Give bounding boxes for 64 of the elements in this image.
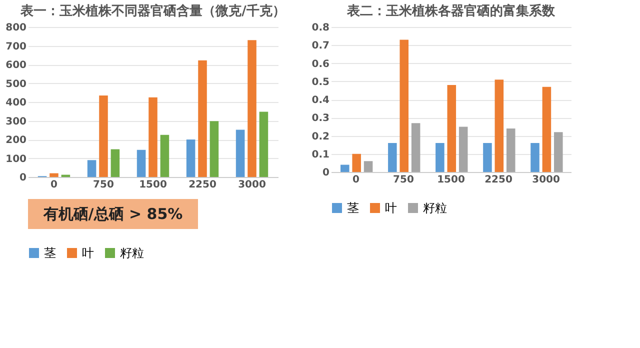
chart-title: 表二：玉米植株各器官硒的富集系数 xyxy=(346,3,556,19)
y-tick-label: 0.4 xyxy=(312,95,330,106)
bar xyxy=(248,40,256,177)
bar xyxy=(110,149,120,177)
bar xyxy=(259,112,268,177)
legend-label: 茎 xyxy=(347,201,359,215)
legend-label: 叶 xyxy=(82,246,94,260)
y-tick-label: 700 xyxy=(6,41,27,52)
legend-label: 籽粒 xyxy=(423,201,447,215)
bar xyxy=(160,134,170,177)
bar xyxy=(554,132,563,172)
bar xyxy=(50,173,58,177)
y-tick-label: 500 xyxy=(6,78,27,90)
bar xyxy=(483,143,492,172)
y-tick-label: 0.3 xyxy=(312,113,330,124)
bar xyxy=(530,143,540,172)
x-tick-label: 3000 xyxy=(532,174,560,186)
bar xyxy=(340,164,350,172)
bar xyxy=(352,154,361,172)
bar xyxy=(148,97,158,177)
bar xyxy=(494,80,504,172)
bar xyxy=(400,40,409,172)
x-tick-label: 0 xyxy=(50,180,58,190)
y-tick-label: 100 xyxy=(6,154,27,165)
y-tick-label: 800 xyxy=(6,22,27,34)
y-tick-label: 0.8 xyxy=(312,22,330,34)
x-tick-label: 2250 xyxy=(188,180,216,190)
y-tick-label: 600 xyxy=(6,60,27,71)
bar xyxy=(136,150,146,177)
legend-label: 茎 xyxy=(44,246,56,260)
y-tick-label: 0.6 xyxy=(312,58,330,70)
chart-title: 表一：玉米植株不同器官硒含量（微克/千克） xyxy=(20,3,286,19)
legend-label: 籽粒 xyxy=(120,246,144,260)
bar xyxy=(186,140,196,177)
x-tick-label: 750 xyxy=(393,174,414,186)
bar xyxy=(99,95,108,177)
y-tick-label: 0.7 xyxy=(312,40,330,52)
text: 有机硒/总硒 > 85% xyxy=(42,205,183,223)
x-tick-label: 0 xyxy=(352,174,360,186)
bar xyxy=(458,126,468,172)
bar xyxy=(388,143,397,172)
bar xyxy=(210,121,219,177)
bar xyxy=(542,86,552,172)
y-tick-label: 400 xyxy=(6,98,27,108)
bar xyxy=(436,143,444,172)
y-tick-label: 300 xyxy=(6,116,27,128)
x-tick-label: 2250 xyxy=(484,174,512,186)
x-tick-label: 750 xyxy=(93,180,114,190)
legend-label: 叶 xyxy=(385,201,397,215)
bar xyxy=(87,160,96,177)
y-tick-label: 200 xyxy=(6,135,27,146)
x-tick-label: 1500 xyxy=(139,180,167,190)
y-tick-label: 0 xyxy=(322,168,330,178)
y-tick-label: 0.1 xyxy=(312,149,330,160)
x-tick-label: 1500 xyxy=(437,174,465,186)
bar xyxy=(364,161,373,172)
bar xyxy=(236,130,245,177)
bar xyxy=(198,60,207,177)
bar xyxy=(447,85,456,172)
bar xyxy=(506,128,516,172)
y-tick-label: 0.2 xyxy=(312,131,330,142)
x-tick-label: 3000 xyxy=(238,180,266,190)
bar xyxy=(411,123,420,172)
y-tick-label: 0.5 xyxy=(312,76,330,88)
